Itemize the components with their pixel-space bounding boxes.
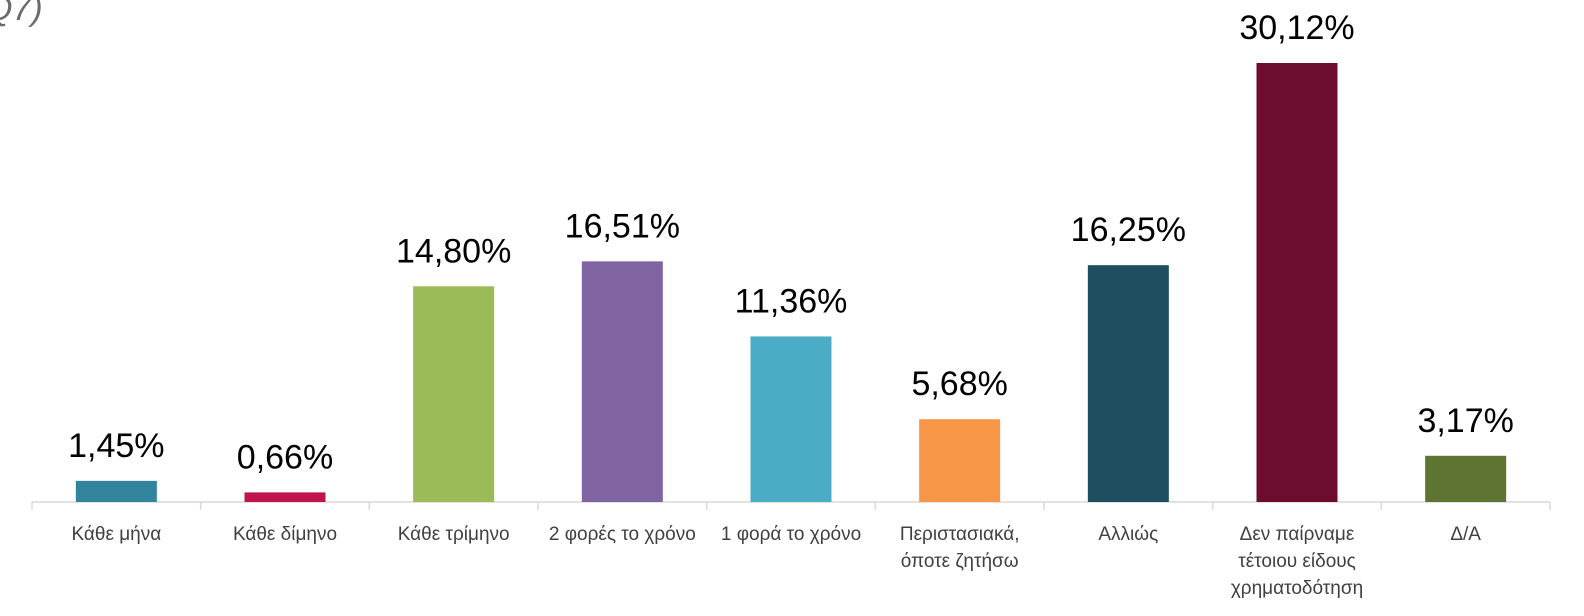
data-label: 1,45% — [68, 427, 164, 465]
data-label: 14,80% — [396, 232, 511, 270]
category-label: 1 φορά το χρόνο — [721, 524, 861, 545]
bar — [413, 286, 495, 502]
category-label: Αλλιώς — [1098, 524, 1158, 545]
bars-group — [75, 63, 1507, 502]
category-label: Κάθε δίμηνο — [233, 524, 337, 545]
data-label: 16,25% — [1071, 211, 1186, 249]
data-label: 5,68% — [911, 365, 1007, 403]
bar — [1256, 63, 1338, 502]
data-label: 0,66% — [237, 438, 333, 476]
category-label: 2 φορές το χρόνο — [549, 524, 696, 545]
data-labels-group: 1,45% 0,66% 14,80% 16,51% 11,36% 5,68% 16,25% 3… — [68, 9, 1514, 476]
category-label: Κάθε μήνα — [71, 524, 161, 545]
data-label: 30,12% — [1239, 9, 1354, 47]
bar — [244, 492, 326, 502]
category-labels-group: Κάθε μήνα Κάθε δίμηνο Κάθε τρίμηνο 2 φορές … — [71, 524, 1481, 599]
data-label: 11,36% — [735, 282, 848, 320]
bar — [919, 419, 1001, 502]
x-axis-ticks — [31, 502, 1551, 510]
chart-title-fragment: Q7) — [0, 0, 43, 28]
data-label: 3,17% — [1417, 402, 1513, 440]
bar — [750, 336, 832, 502]
bar — [75, 480, 157, 502]
category-label: Δ/Α — [1450, 524, 1481, 545]
category-label: Κάθε τρίμηνο — [398, 524, 510, 545]
data-label: 16,51% — [565, 207, 680, 245]
bar — [581, 261, 663, 502]
bar — [1087, 265, 1169, 502]
bar — [1425, 455, 1507, 502]
category-label: Δεν παίρναμε τέτοιου είδους χρηματοδότηση — [1231, 524, 1363, 599]
category-label: Περιστασιακά, όποτε ζητήσω — [900, 524, 1020, 572]
